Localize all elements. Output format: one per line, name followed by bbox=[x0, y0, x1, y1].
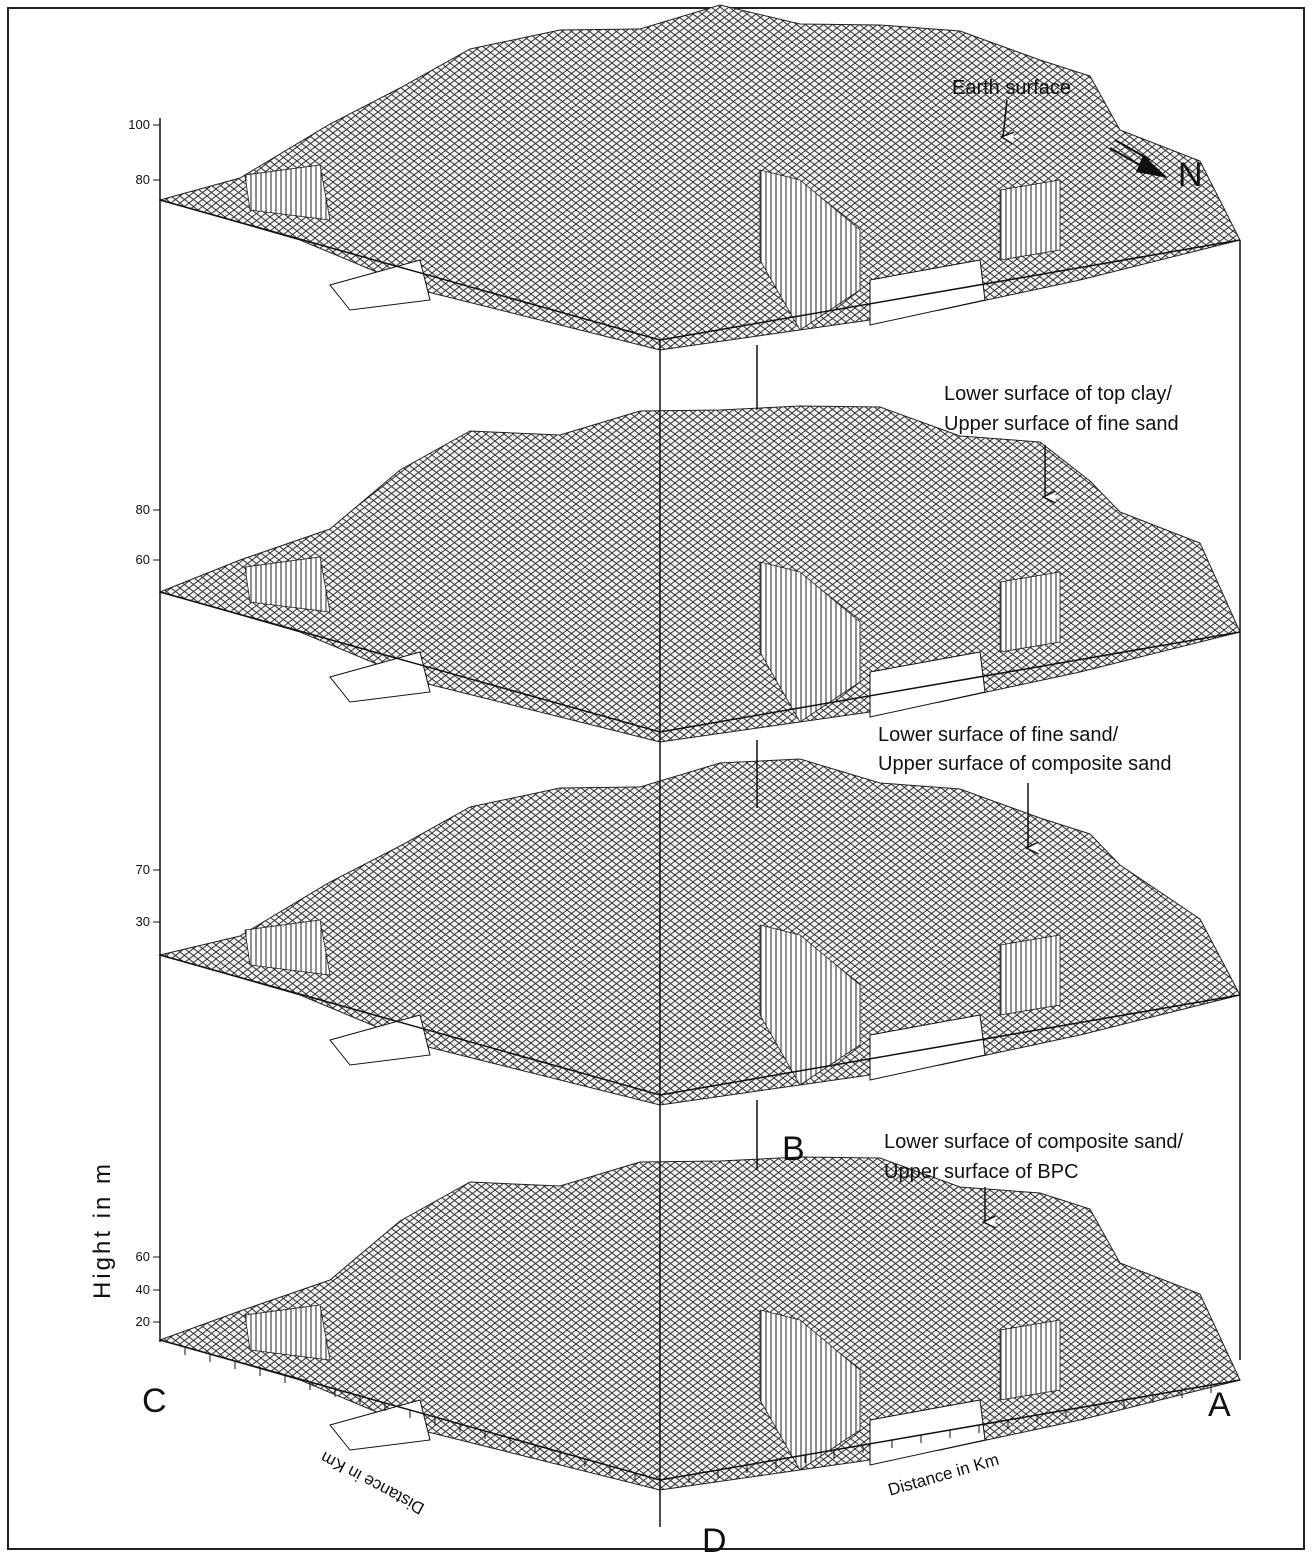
height-tick-label: 80 bbox=[136, 172, 150, 187]
notch bbox=[869, 1399, 986, 1466]
north-arrow bbox=[1109, 139, 1168, 178]
surface-label: Upper surface of BPC bbox=[884, 1161, 1079, 1183]
layer: 100 80 Earth surface bbox=[128, 4, 1241, 351]
notch bbox=[329, 651, 431, 703]
height-tick-label: 40 bbox=[136, 1282, 150, 1297]
curtain bbox=[999, 571, 1061, 653]
curtain bbox=[759, 1309, 861, 1471]
curtain bbox=[999, 934, 1061, 1016]
surface-label: Lower surface of composite sand/ bbox=[884, 1131, 1183, 1153]
height-tick-label: 30 bbox=[136, 914, 150, 929]
curtain bbox=[999, 1319, 1061, 1401]
corner-a: A bbox=[1208, 1386, 1231, 1424]
height-tick-label: 60 bbox=[136, 552, 150, 567]
height-tick-label: 70 bbox=[136, 862, 150, 877]
north-label: N bbox=[1178, 156, 1203, 194]
curtain bbox=[244, 164, 331, 221]
notch bbox=[869, 259, 986, 326]
vertical-axis-title: Hight in m bbox=[89, 1161, 116, 1299]
layer: 60 40 20 Lower surface of composite sand/Up… bbox=[136, 1131, 1241, 1491]
curtain bbox=[999, 179, 1061, 261]
height-tick-label: 80 bbox=[136, 502, 150, 517]
surface-label: Lower surface of fine sand/ bbox=[878, 724, 1119, 746]
height-tick-label: 100 bbox=[128, 117, 150, 132]
curtain bbox=[244, 1304, 331, 1361]
curtain bbox=[759, 561, 861, 723]
surface-label: Lower surface of top clay/ bbox=[944, 383, 1172, 405]
notch bbox=[869, 1014, 986, 1081]
frame bbox=[7, 7, 1305, 1550]
label-arrow bbox=[1003, 99, 1007, 137]
surface-label: Upper surface of composite sand bbox=[878, 753, 1172, 775]
notch bbox=[869, 651, 986, 718]
corner-b: B bbox=[782, 1130, 805, 1168]
left-depth-title: Distance in Km bbox=[317, 1448, 427, 1518]
layer: 70 30 Lower surface of fine sand/Upper sur… bbox=[136, 724, 1241, 1106]
height-tick-label: 20 bbox=[136, 1314, 150, 1329]
layers: 100 80 Earth surface 80 60 Lower surface of t… bbox=[128, 4, 1241, 1491]
curtain bbox=[244, 919, 331, 976]
layer: 80 60 Lower surface of top clay/Upper surf… bbox=[136, 383, 1241, 743]
corner-d: D bbox=[702, 1522, 727, 1557]
notch bbox=[329, 1014, 431, 1066]
surface-label: Upper surface of fine sand bbox=[944, 413, 1179, 435]
curtain bbox=[759, 924, 861, 1086]
box-edges bbox=[159, 118, 1241, 1527]
notch bbox=[329, 1399, 431, 1451]
curtain bbox=[244, 556, 331, 613]
notch bbox=[329, 259, 431, 311]
curtain bbox=[759, 169, 861, 331]
corner-c: C bbox=[142, 1382, 167, 1420]
height-tick-label: 60 bbox=[136, 1249, 150, 1264]
surface-label: Earth surface bbox=[952, 77, 1071, 99]
